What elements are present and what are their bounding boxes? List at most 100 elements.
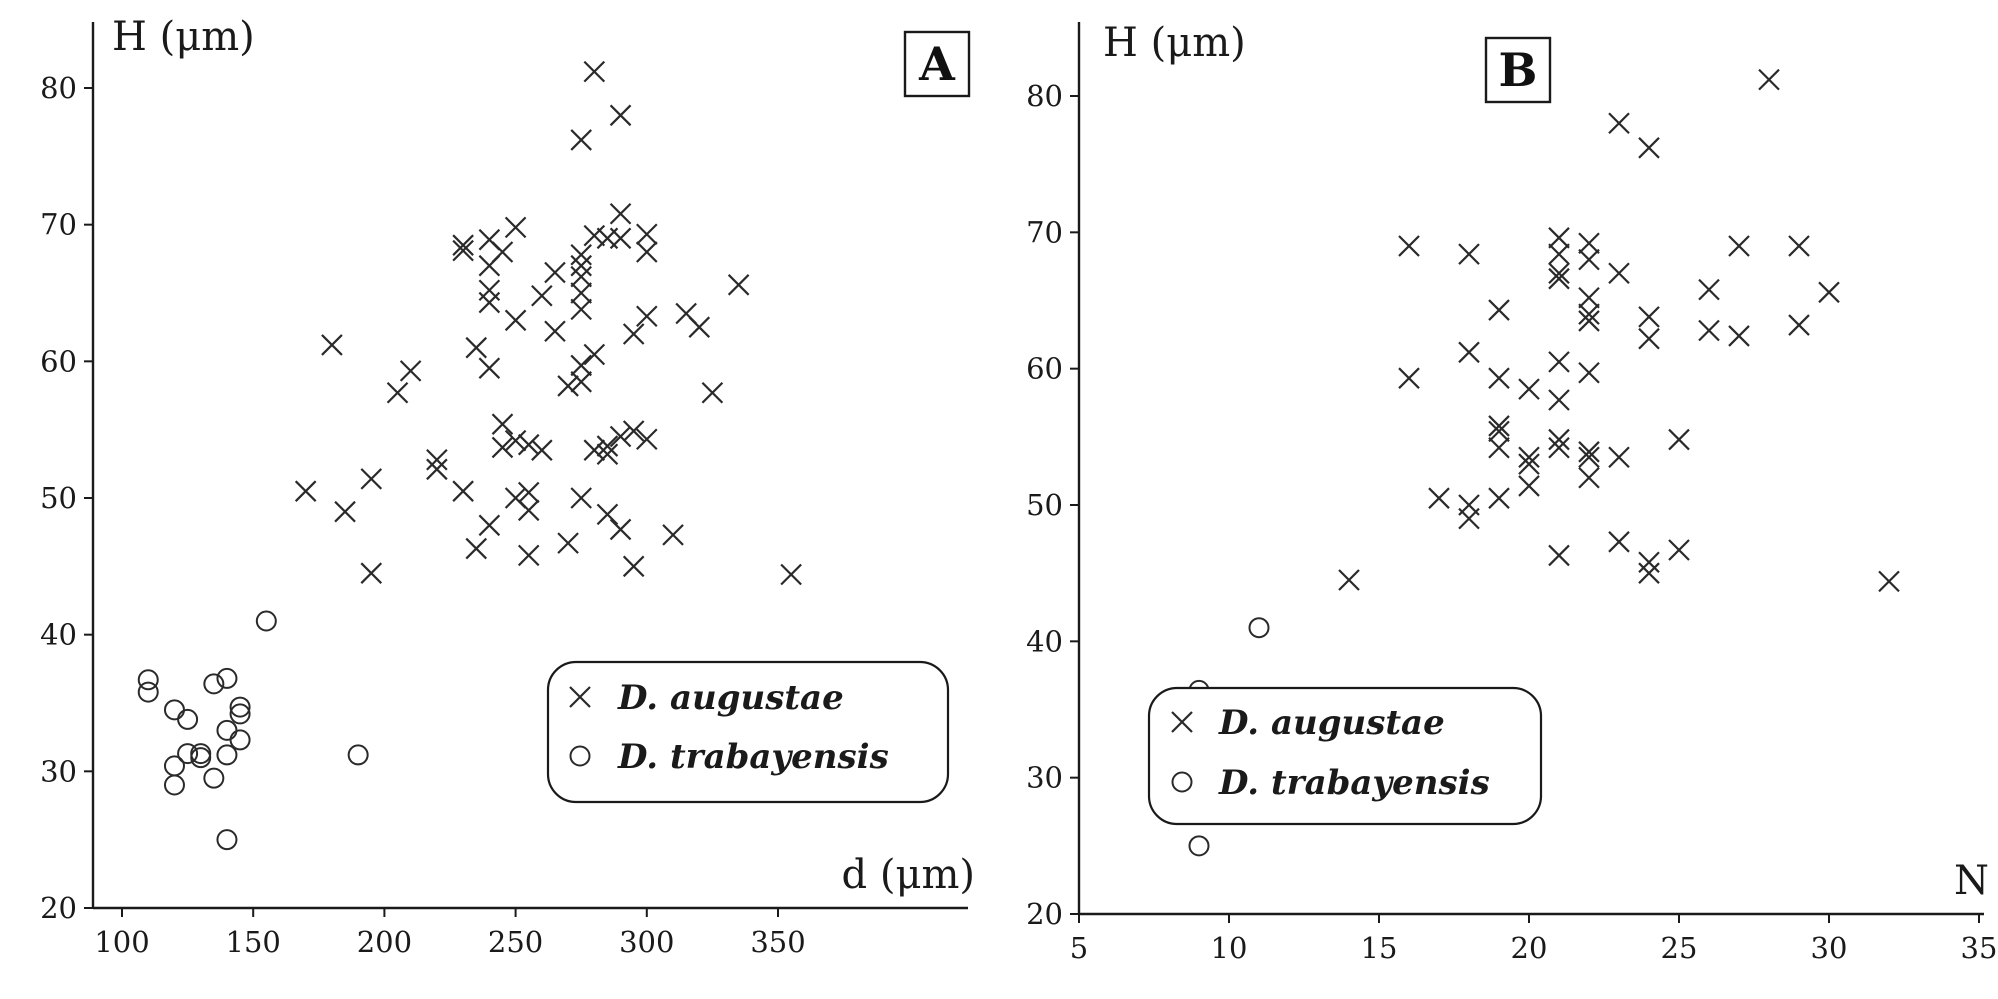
point-b-s0-48 — [1698, 319, 1720, 342]
legend-label-b-0: D. augustae — [1218, 703, 1445, 743]
point-a-s0-38 — [570, 243, 592, 266]
x-tick-label-b-25: 25 — [1661, 931, 1698, 965]
point-a-s0-3 — [360, 468, 383, 490]
point-a-s0-52-stroke-b — [596, 435, 619, 457]
point-a-s0-50 — [596, 443, 619, 466]
point-a-s0-38-stroke-b — [570, 243, 592, 266]
point-a-s1-7 — [190, 743, 212, 765]
point-a-s0-11 — [452, 480, 474, 502]
point-a-s0-41-stroke-b — [570, 282, 592, 304]
point-b-s0-13 — [1488, 420, 1510, 443]
point-a-s0-25-stroke-b — [504, 309, 527, 332]
point-a-s0-64 — [636, 305, 658, 328]
point-a-s0-63-stroke-b — [636, 241, 658, 263]
point-a-s0-30 — [517, 544, 540, 567]
point-b-s0-55-stroke-b — [1878, 570, 1900, 593]
point-a-s0-70 — [727, 274, 750, 296]
point-a-s0-61-stroke-b — [622, 555, 645, 578]
point-b-s0-30-stroke-b — [1578, 303, 1600, 325]
point-b-s0-52-stroke-b — [1788, 235, 1810, 257]
point-b-s0-51 — [1758, 68, 1780, 91]
point-b-s0-55 — [1878, 570, 1900, 593]
legend-marker-a-0-stroke-b — [569, 686, 591, 708]
point-b-s0-32-stroke-b — [1578, 361, 1600, 384]
point-a-s1-5 — [177, 708, 199, 730]
point-a-s0-5 — [386, 381, 409, 404]
point-b-s0-3-stroke-b — [1428, 487, 1450, 509]
point-a-s0-17 — [478, 279, 501, 302]
y-tick-label-a-30: 30 — [40, 754, 77, 788]
point-b-s0-16 — [1518, 453, 1540, 475]
point-a-s0-43-stroke-b — [570, 371, 592, 393]
point-a-s0-8-stroke-b — [426, 448, 448, 471]
y-tick-label-b-20: 20 — [1026, 897, 1063, 931]
point-a-s0-45 — [570, 487, 592, 509]
point-b-s0-49-stroke-b — [1728, 235, 1750, 257]
x-tick-label-a-350: 350 — [750, 925, 805, 959]
point-b-s0-47 — [1698, 278, 1720, 301]
point-b-s0-42 — [1638, 327, 1660, 350]
point-b-s0-29-stroke-b — [1578, 286, 1600, 309]
point-a-s0-64-stroke-b — [636, 305, 658, 328]
data-points-b — [1158, 68, 1900, 857]
point-a-s0-71 — [780, 563, 802, 586]
point-a-s0-21 — [491, 436, 514, 459]
y-tick-label-b-30: 30 — [1026, 761, 1063, 795]
point-a-s0-47-stroke-b — [583, 343, 606, 366]
point-b-s0-14-stroke-b — [1518, 378, 1540, 400]
point-a-s0-15-stroke-b — [478, 357, 501, 379]
point-b-s0-1 — [1398, 235, 1420, 257]
x-tick-label-a-150: 150 — [226, 925, 281, 959]
point-a-s0-8 — [426, 448, 448, 471]
point-b-s0-16-stroke-b — [1518, 453, 1540, 475]
point-b-s0-21 — [1548, 267, 1570, 290]
point-a-s0-7-stroke-b — [426, 458, 448, 481]
point-a-s0-34 — [544, 261, 566, 284]
point-a-s0-49 — [583, 224, 606, 247]
point-b-s0-28-stroke-b — [1578, 248, 1600, 271]
point-b-s0-44 — [1638, 551, 1660, 574]
point-b-s0-39 — [1608, 531, 1630, 553]
point-a-s0-22 — [491, 413, 514, 435]
point-b-s0-17 — [1518, 475, 1540, 497]
point-a-s0-49-stroke-b — [583, 224, 606, 247]
point-a-s0-4-stroke-b — [360, 562, 383, 584]
point-b-s0-39-stroke-b — [1608, 531, 1630, 553]
point-b-s0-38-stroke-b — [1608, 446, 1630, 469]
point-b-s0-3 — [1428, 487, 1450, 509]
y-tick-label-a-70: 70 — [40, 208, 77, 242]
point-a-s0-29 — [517, 433, 540, 456]
point-a-s0-66-stroke-b — [662, 524, 684, 546]
chart-b-svg: 20 30 40 50 60 70 80 5 10 15 20 25 30 35 H (μm) N B D. au… — [1026, 20, 1997, 965]
point-a-s0-61 — [622, 555, 645, 578]
point-b-s0-37-stroke-b — [1608, 262, 1630, 285]
point-a-s0-51 — [596, 503, 619, 526]
point-b-s0-4-stroke-b — [1458, 243, 1480, 265]
point-a-s0-37-stroke-b — [570, 129, 592, 151]
y-tick-label-a-20: 20 — [40, 891, 77, 925]
point-a-s1-15 — [229, 696, 251, 718]
point-b-s0-36 — [1608, 112, 1630, 135]
point-a-s0-54-stroke-b — [609, 202, 632, 225]
point-a-s0-31 — [531, 284, 553, 307]
point-b-s0-7-stroke-b — [1458, 507, 1480, 530]
point-b-s0-46 — [1668, 539, 1690, 561]
point-b-s0-12 — [1488, 487, 1510, 509]
point-a-s0-13 — [465, 336, 488, 359]
y-tick-label-a-40: 40 — [40, 618, 77, 652]
point-b-s0-24 — [1548, 436, 1570, 459]
point-b-s1-5 — [1188, 835, 1210, 857]
point-a-s0-59-stroke-b — [622, 420, 645, 442]
point-b-s0-25 — [1548, 428, 1570, 451]
point-b-s0-10-stroke-b — [1488, 415, 1510, 437]
point-a-s0-40 — [570, 265, 592, 288]
point-a-s0-48-stroke-b — [583, 439, 606, 461]
point-b-s0-9-stroke-b — [1488, 367, 1510, 389]
chart-a-svg: 20 30 40 50 60 70 80 100 150 200 250 300 350 H (μm) d … — [40, 14, 975, 959]
point-a-s0-10-stroke-b — [452, 234, 474, 256]
point-b-s0-33-stroke-b — [1578, 441, 1600, 463]
point-b-s1-12 — [1248, 617, 1270, 639]
point-a-s0-35 — [557, 532, 579, 554]
point-a-s0-15 — [478, 357, 501, 379]
point-a-s0-37 — [570, 129, 592, 151]
